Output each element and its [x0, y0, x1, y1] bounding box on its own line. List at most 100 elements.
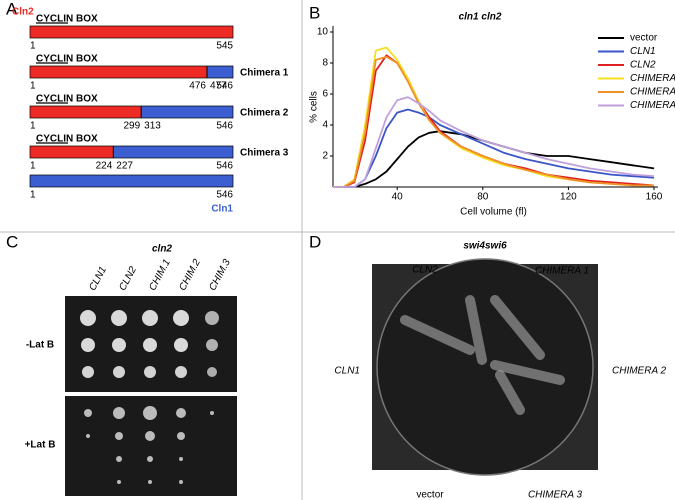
residue-label: 546 [216, 190, 233, 201]
protein-bar-outline [29, 105, 234, 119]
column-label: CHIM.3 [207, 257, 233, 292]
colony-spot [111, 310, 127, 326]
strain-label: CLN1 [334, 366, 360, 377]
series-line [333, 46, 654, 188]
x-tick-label: 120 [560, 192, 577, 203]
strain-label: CHIMERA 2 [612, 366, 667, 377]
y-tick-label: 8 [322, 58, 328, 69]
column-label: CHIM.1 [147, 258, 173, 293]
colony-spot [145, 431, 155, 441]
colony-spot [143, 338, 157, 352]
colony-spot [147, 456, 153, 462]
chimera-label: Chimera 1 [240, 68, 289, 79]
chart-title: cln1 cln2 [459, 12, 502, 23]
legend-label: CHIMERA 1 [630, 73, 675, 84]
y-tick-label: 2 [322, 151, 328, 162]
chimera-label: Chimera 3 [240, 148, 289, 159]
petri-dish [376, 258, 594, 476]
colony-spot [177, 432, 185, 440]
column-label: CHIM.2 [177, 257, 203, 292]
residue-label: 546 [216, 161, 233, 172]
column-label: CLN2 [117, 265, 139, 293]
colony-spot [82, 366, 94, 378]
colony-spot [113, 407, 125, 419]
colony-spot [117, 480, 121, 484]
colony-spot [115, 432, 123, 440]
residue-label: 1 [30, 190, 36, 201]
x-tick-label: 80 [477, 192, 489, 203]
residue-label: 227 [116, 161, 133, 172]
colony-spot [206, 339, 218, 351]
residue-label: 1 [30, 81, 36, 92]
strain-label: CHIMERA 3 [528, 490, 583, 500]
cyclin-box-label: CYCLIN BOX [36, 94, 98, 105]
panel-letter: C [6, 232, 18, 251]
panel-letter: B [309, 3, 320, 22]
colony-spot [210, 411, 214, 415]
colony-spot [81, 338, 95, 352]
colony-spot [207, 367, 217, 377]
protein-label: Cln1 [211, 204, 233, 215]
colony-spot [84, 409, 92, 417]
panel-letter: D [309, 232, 321, 251]
y-axis-label: % cells [309, 91, 320, 123]
panel-title: swi4swi6 [463, 241, 507, 252]
colony-spot [144, 366, 156, 378]
residue-label: 545 [216, 41, 233, 52]
protein-bar-c [113, 146, 233, 158]
series-line [333, 96, 655, 188]
legend-label: CLN2 [630, 60, 656, 71]
colony-spot [174, 338, 188, 352]
colony-spot [86, 434, 90, 438]
y-tick-label: 10 [317, 27, 329, 38]
colony-spot [142, 310, 158, 326]
legend-label: CHIMERA 3 [630, 100, 675, 111]
legend-label: CHIMERA 2 [630, 87, 675, 98]
streak [490, 295, 545, 360]
cyclin-box-label: CYCLIN BOX [36, 134, 98, 145]
colony-spot [80, 310, 96, 326]
protein-label: Cln2 [12, 7, 34, 18]
y-tick-label: 4 [322, 120, 328, 131]
residue-label: 1 [30, 121, 36, 132]
streak [490, 360, 565, 385]
residue-label: 1 [30, 161, 36, 172]
x-tick-label: 40 [392, 192, 404, 203]
protein-bar-n [30, 106, 142, 118]
chimera-label: Chimera 2 [240, 108, 289, 119]
protein-bar-c [206, 66, 233, 78]
x-axis-label: Cell volume (fl) [460, 207, 527, 218]
residue-label: 313 [144, 121, 161, 132]
residue-label: 546 [216, 121, 233, 132]
streak [465, 295, 487, 365]
colony-spot [116, 456, 122, 462]
legend-label: CLN1 [630, 46, 656, 57]
row-label: +Lat B [25, 440, 56, 451]
panel-title: cln2 [152, 244, 172, 255]
colony-spot [175, 366, 187, 378]
residue-label: 477 [210, 81, 227, 92]
colony-spot [112, 338, 126, 352]
residue-label: 299 [123, 121, 140, 132]
cyclin-box-label: CYCLIN BOX [36, 14, 98, 25]
residue-label: 476 [189, 81, 206, 92]
residue-label: 1 [30, 41, 36, 52]
y-tick-label: 6 [322, 89, 328, 100]
panel-letter: A [6, 0, 18, 18]
protein-bar-n [30, 66, 207, 78]
colony-spot [148, 480, 152, 484]
colony-spot [179, 457, 183, 461]
protein-bar [29, 174, 234, 188]
cyclin-box-label: CYCLIN BOX [36, 54, 98, 65]
strain-label: CLN2 [412, 265, 438, 276]
strain-label: CHIMERA 1 [535, 266, 589, 277]
colony-spot [179, 480, 183, 484]
colony-spot [173, 310, 189, 326]
streak [400, 315, 475, 355]
strain-label: vector [416, 490, 444, 500]
row-label: -Lat B [26, 340, 54, 351]
colony-spot [113, 366, 125, 378]
protein-bar-c [141, 106, 233, 118]
